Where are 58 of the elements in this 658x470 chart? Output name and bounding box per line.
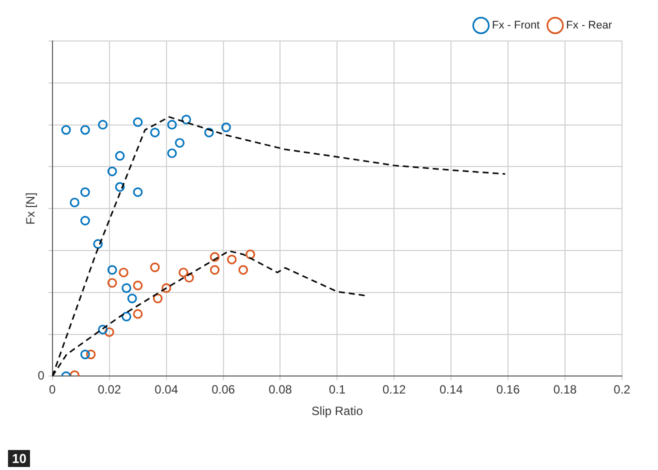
point — [133, 187, 143, 197]
point — [127, 294, 137, 304]
point — [107, 278, 118, 288]
legend-label: Fx - Rear — [566, 20, 612, 32]
point — [167, 120, 177, 130]
x-tick-label: 0.08 — [268, 382, 292, 397]
point — [133, 117, 143, 127]
point — [98, 120, 108, 130]
point — [133, 309, 143, 319]
point — [204, 128, 214, 138]
point — [227, 254, 237, 264]
point — [150, 128, 160, 138]
point — [86, 350, 96, 360]
point — [107, 265, 118, 275]
x-tick-label: 0.02 — [98, 382, 122, 397]
point — [80, 216, 90, 226]
point — [80, 350, 90, 360]
text: 10 — [8, 450, 30, 467]
point — [104, 327, 114, 337]
point — [107, 166, 118, 176]
point — [70, 198, 80, 208]
point — [238, 265, 248, 275]
point — [122, 283, 132, 293]
point — [152, 294, 163, 304]
point — [150, 262, 160, 272]
y-axis-title: Fx [N] — [24, 192, 38, 225]
point — [210, 252, 220, 262]
point — [80, 187, 90, 197]
x-tick-label: 0.14 — [439, 382, 464, 397]
point — [167, 148, 177, 158]
point — [162, 283, 172, 293]
annotation: 0 — [38, 368, 45, 383]
x-tick-label: 0 — [49, 382, 56, 397]
point — [246, 250, 256, 260]
point — [221, 122, 231, 132]
point — [122, 312, 132, 322]
point — [93, 239, 103, 249]
point — [61, 125, 71, 135]
point — [133, 280, 143, 290]
point — [98, 324, 108, 334]
point — [80, 125, 90, 135]
x-tick-label: 0.16 — [496, 382, 520, 397]
point — [115, 182, 125, 192]
legend-label: Fx - Front — [492, 20, 540, 32]
point — [184, 272, 194, 282]
x-tick-label: 0.1 — [328, 382, 346, 397]
point — [178, 268, 188, 278]
x-tick-label: 0.18 — [553, 382, 578, 397]
x-axis-title: Slip Ratio — [312, 404, 364, 418]
x-tick-label: 0.2 — [614, 382, 631, 397]
point — [181, 114, 192, 124]
x-tick-label: 0.12 — [382, 382, 406, 397]
point — [118, 268, 128, 278]
point — [115, 151, 125, 161]
x-tick-label: 0.04 — [154, 382, 178, 397]
point — [210, 265, 220, 275]
point — [174, 138, 185, 148]
x-tick-label: 0.06 — [212, 382, 236, 397]
